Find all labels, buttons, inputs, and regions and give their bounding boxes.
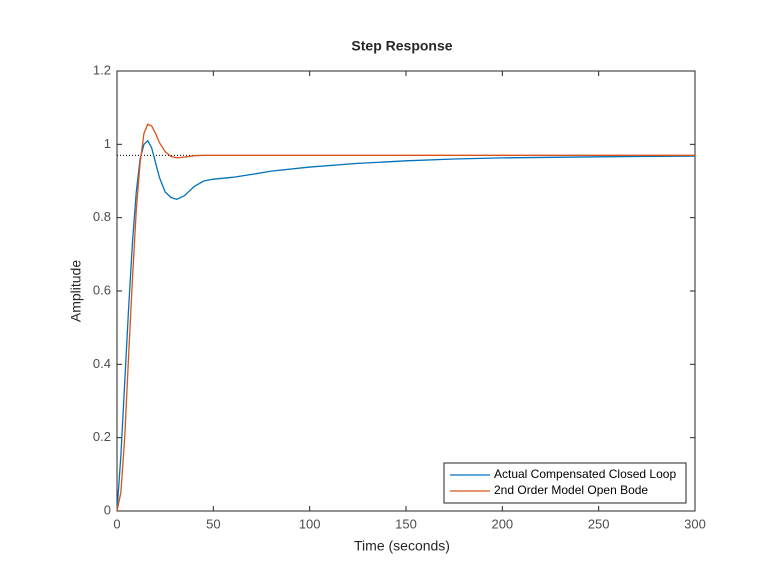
y-tick-label: 0.6 [93,282,111,297]
y-tick-label: 0.4 [93,356,111,371]
plot-area [116,70,696,512]
x-tick-label: 100 [299,516,321,531]
legend-box [443,462,687,504]
x-tick-label: 50 [206,516,220,531]
y-tick-label: 0.8 [93,209,111,224]
y-tick-label: 0 [104,502,111,517]
x-tick-label: 200 [491,516,513,531]
legend-label: Actual Compensated Closed Loop [494,467,676,481]
x-axis-label: Time (seconds) [354,538,450,554]
chart-title: Step Response [351,38,452,54]
x-tick-label: 0 [113,516,120,531]
y-tick-label: 1.2 [93,62,111,77]
y-axis-label: Amplitude [68,260,84,322]
y-tick-label: 1 [104,136,111,151]
legend-label: 2nd Order Model Open Bode [494,483,648,497]
series-line [116,123,695,512]
y-tick-label: 0.2 [93,429,111,444]
x-tick-label: 250 [588,516,610,531]
x-tick-label: 150 [395,516,417,531]
x-tick-label: 300 [684,516,706,531]
legend: Actual Compensated Closed Loop 2nd Order … [443,462,687,504]
series-line [116,139,696,512]
